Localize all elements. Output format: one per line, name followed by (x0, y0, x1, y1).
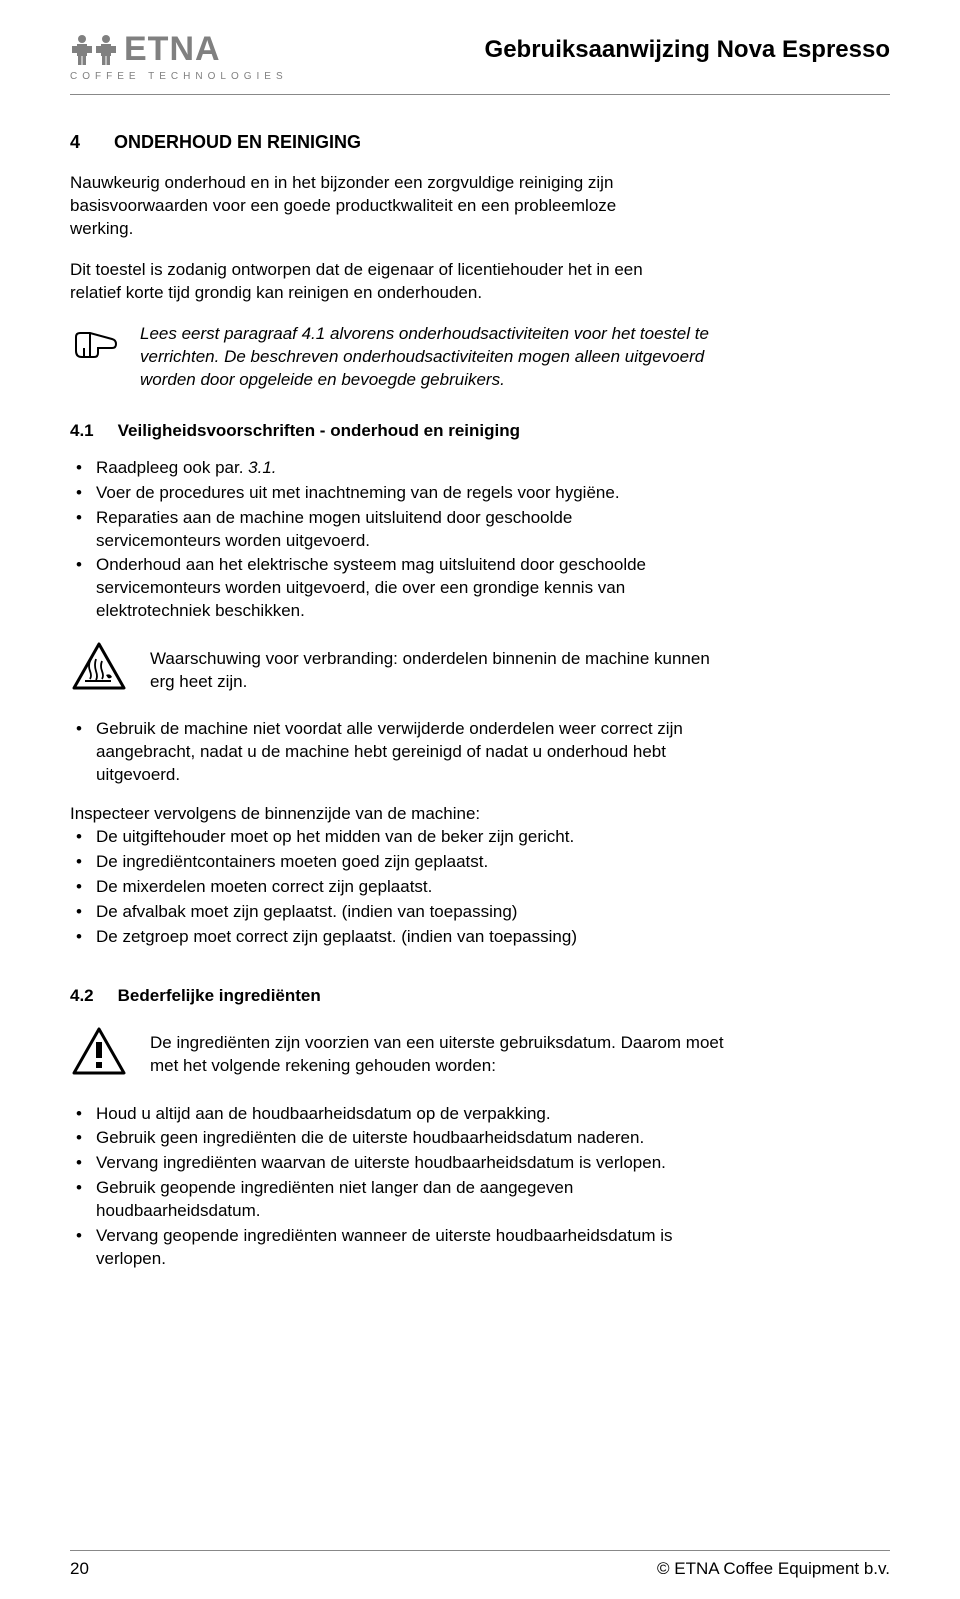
warning-block: Waarschuwing voor verbranding: onderdele… (70, 641, 730, 700)
list-item: Vervang ingrediënten waarvan de uiterste… (70, 1152, 690, 1175)
list-item: Voer de procedures uit met inachtneming … (70, 482, 690, 505)
warning-text: De ingrediënten zijn voorzien van een ui… (150, 1032, 730, 1078)
page-number: 20 (70, 1559, 89, 1579)
brand-logo: ETNA COFFEE TECHNOLOGIES (70, 30, 288, 82)
list-item: Gebruik de machine niet voordat alle ver… (70, 718, 690, 787)
warning-text: Waarschuwing voor verbranding: onderdele… (150, 648, 730, 694)
paragraph: Nauwkeurig onderhoud en in het bijzonder… (70, 172, 670, 241)
section-number: 4 (70, 130, 80, 154)
list-item: De mixerdelen moeten correct zijn geplaa… (70, 876, 690, 899)
paragraph: Inspecteer vervolgens de binnenzijde van… (70, 803, 710, 826)
list-item: Onderhoud aan het elektrische systeem ma… (70, 554, 690, 623)
note-text: Lees eerst paragraaf 4.1 alvorens onderh… (140, 323, 710, 392)
content-body: 4 ONDERHOUD EN REINIGING Nauwkeurig onde… (70, 130, 890, 1271)
bullet-list: Houd u altijd aan de houdbaarheidsdatum … (70, 1103, 690, 1272)
subsection-title: Veiligheidsvoorschriften - onderhoud en … (118, 420, 520, 443)
subsection-number: 4.1 (70, 420, 94, 443)
section-title: ONDERHOUD EN REINIGING (114, 130, 361, 154)
bullet-list: Raadpleeg ook par. 3.1. Voer de procedur… (70, 457, 690, 624)
document-title: Gebruiksaanwijzing Nova Espresso (485, 36, 890, 64)
list-item: De uitgiftehouder moet op het midden van… (70, 826, 690, 849)
list-item: Reparaties aan de machine mogen uitsluit… (70, 507, 690, 553)
list-item: Houd u altijd aan de houdbaarheidsdatum … (70, 1103, 690, 1126)
caution-warning-icon (70, 1026, 128, 1085)
list-item: De ingrediëntcontainers moeten goed zijn… (70, 851, 690, 874)
bullet-list: Gebruik de machine niet voordat alle ver… (70, 718, 690, 787)
pointing-hand-icon (70, 323, 120, 372)
subsection-title: Bederfelijke ingrediënten (118, 985, 321, 1008)
copyright: © ETNA Coffee Equipment b.v. (657, 1559, 890, 1579)
list-item: De afvalbak moet zijn geplaatst. (indien… (70, 901, 690, 924)
note-block: Lees eerst paragraaf 4.1 alvorens onderh… (70, 323, 710, 392)
brand-tagline: COFFEE TECHNOLOGIES (70, 71, 288, 82)
brand-name: ETNA (124, 30, 221, 69)
hot-surface-warning-icon (70, 641, 128, 700)
list-item: Raadpleeg ook par. 3.1. (70, 457, 690, 480)
paragraph: Dit toestel is zodanig ontworpen dat de … (70, 259, 670, 305)
list-item: Gebruik geopende ingrediënten niet lange… (70, 1177, 690, 1223)
page-footer: 20 © ETNA Coffee Equipment b.v. (70, 1550, 890, 1579)
bullet-list: De uitgiftehouder moet op het midden van… (70, 826, 690, 949)
list-item: De zetgroep moet correct zijn geplaatst.… (70, 926, 690, 949)
warning-block: De ingrediënten zijn voorzien van een ui… (70, 1026, 730, 1085)
etna-figures-icon (70, 33, 118, 67)
list-item: Gebruik geen ingrediënten die de uiterst… (70, 1127, 690, 1150)
page-header: ETNA COFFEE TECHNOLOGIES Gebruiksaanwijz… (70, 30, 890, 95)
subsection-number: 4.2 (70, 985, 94, 1008)
list-item: Vervang geopende ingrediënten wanneer de… (70, 1225, 690, 1271)
